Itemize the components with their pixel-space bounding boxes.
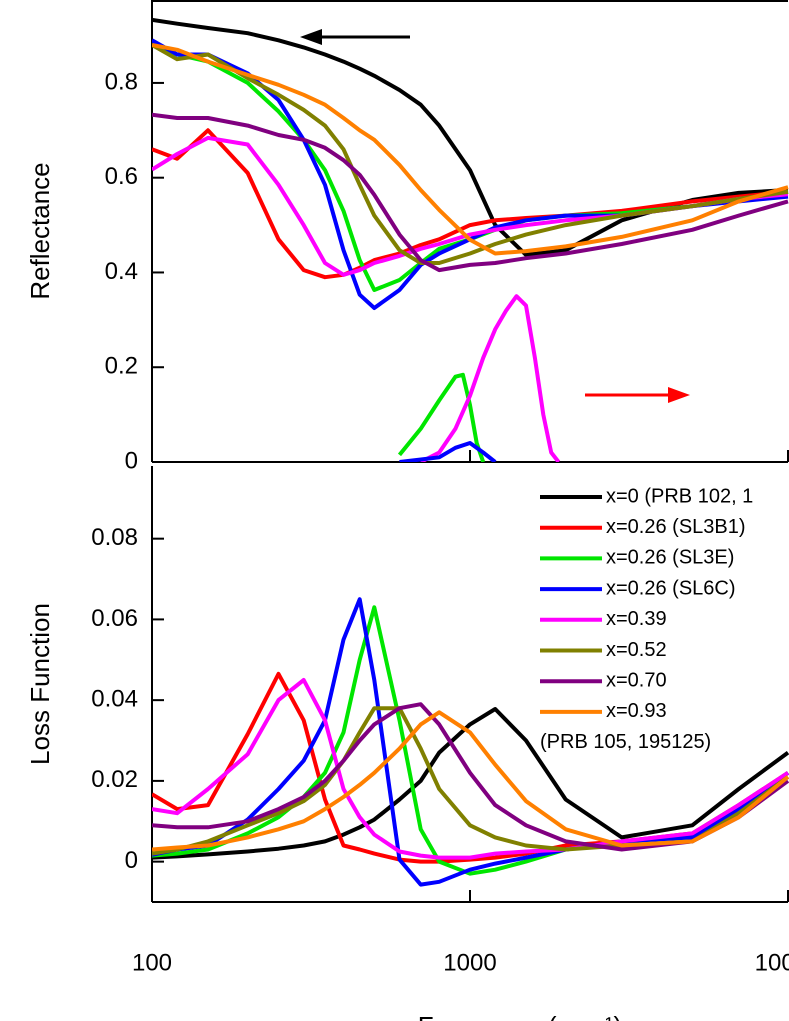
y-tick-label: 0.8 [105, 68, 138, 95]
series-line [152, 710, 789, 852]
x-tick-label: 100 [132, 949, 172, 976]
series-line [152, 112, 789, 273]
series-line [152, 17, 789, 257]
x-tick-label: 1000 [443, 949, 496, 976]
series-line [152, 43, 789, 265]
series-line [152, 678, 789, 860]
series-line [152, 707, 789, 860]
red-arrow [585, 387, 690, 403]
y-tick-label: 0.06 [91, 605, 138, 632]
legend-label: x=0.26 (SL6C) [606, 577, 736, 599]
y-tick-label: 0.04 [91, 685, 138, 712]
y-tick-label: 0.02 [91, 766, 138, 793]
black-arrow [300, 29, 410, 45]
legend-label: x=0.26 (SL3E) [606, 547, 734, 569]
y-tick-label: 0.2 [105, 353, 138, 380]
plot-area [152, 597, 789, 887]
legend-label: x=0.70 [606, 669, 667, 691]
y-tick-label: 0.4 [105, 258, 138, 285]
legend-label: x=0.26 (SL3B1) [606, 516, 746, 538]
y-tick-label: 0 [125, 447, 138, 474]
y-tick-label: 0.6 [105, 163, 138, 190]
y-axis-label: Loss Function [25, 603, 55, 765]
legend-label: x=0.52 [606, 639, 667, 661]
series-line [152, 43, 789, 256]
x-tick-label: 10000 [755, 949, 789, 976]
legend-note: (PRB 105, 195125) [540, 731, 711, 753]
y-tick-label: 0 [125, 847, 138, 874]
legend-label: x=0 (PRB 102, 1 [606, 485, 753, 507]
series-line [397, 372, 486, 462]
y-tick-label: 0.08 [91, 524, 138, 551]
plot-area [152, 17, 789, 462]
legend-label: x=0.39 [606, 608, 667, 630]
x-axis-label: Frequency (cm⁻¹) [418, 1011, 622, 1021]
y-axis-label: Reflectance [25, 162, 55, 299]
legend-label: x=0.93 [606, 700, 667, 722]
series-line [152, 702, 789, 852]
series-line [399, 441, 497, 462]
series-line [419, 294, 561, 462]
